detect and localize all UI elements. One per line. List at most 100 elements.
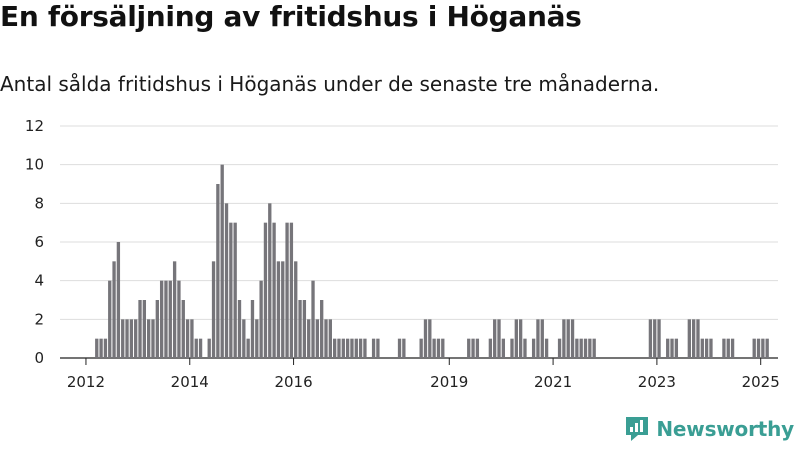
data-label: 1 [771,110,781,114]
bar [402,338,406,358]
bar [423,319,428,358]
bar [224,203,229,358]
brand-name: Newsworthy [656,417,794,441]
bar [363,338,367,358]
bar [302,300,307,358]
y-tick-label: 4 [34,272,44,290]
y-tick-label: 12 [25,117,44,135]
chart-subtitle: Antal sålda fritidshus i Höganäs under d… [0,72,660,96]
bar [765,338,769,358]
x-axis: 2012 2014 2016 2019 2021 2023 2025 [67,358,780,391]
bar [268,203,272,358]
bar [666,338,670,358]
bar [289,222,294,358]
bar [488,338,493,358]
bar [138,300,142,358]
bar [709,338,713,358]
bar [181,300,185,358]
bar [112,261,116,358]
bar [332,338,337,358]
bar [263,222,268,358]
bar [436,338,441,358]
bar [341,338,345,358]
bar [575,338,579,358]
bar [147,319,151,358]
x-tick-label: 2025 [742,373,780,391]
bar [281,261,285,358]
bar [185,319,190,358]
bar [726,338,730,358]
bar [315,319,320,358]
bar [285,222,289,358]
bar [350,338,354,358]
bar [220,164,224,358]
bar-chart: 0 2 4 6 8 10 12 2012 2014 2016 2019 2021 2023 2025 1 [25,110,781,391]
bar [246,338,250,358]
bar [376,338,380,358]
bar [164,280,168,358]
bar [523,338,527,358]
bar [493,319,497,358]
bar [657,319,661,358]
bar [419,338,423,358]
bar [557,338,562,358]
bar [307,319,311,358]
bar [337,338,341,358]
bar [190,319,194,358]
bar [700,338,704,358]
bar [276,261,281,358]
bar [653,319,657,358]
bar [428,319,432,358]
bar [358,338,363,358]
bar [255,319,259,358]
y-tick-label: 8 [34,194,44,212]
x-tick-label: 2021 [534,373,572,391]
bar [756,338,761,358]
bar [345,338,350,358]
bar [674,338,679,358]
bar [562,319,566,358]
bar [514,319,518,358]
bar [696,319,700,358]
x-tick-label: 2023 [638,373,676,391]
bar [121,319,125,358]
bar [497,319,501,358]
bar [311,280,315,358]
bar [294,261,298,358]
bar [237,300,242,358]
bar [229,222,233,358]
bar [579,338,583,358]
bar [194,338,198,358]
bar [142,300,147,358]
x-tick-label: 2016 [274,373,312,391]
bar [510,338,514,358]
bar [250,300,255,358]
bar [259,280,263,358]
y-tick-label: 10 [25,156,44,174]
bar [211,261,216,358]
bar [108,280,112,358]
bar [432,338,436,358]
bar [583,338,588,358]
bar [704,338,709,358]
bar [298,300,302,358]
bar [324,319,328,358]
bar [540,319,544,358]
bar [354,338,358,358]
bar [99,338,103,358]
y-tick-label: 0 [34,349,44,367]
bar [691,319,696,358]
bar [471,338,475,358]
bar [536,319,540,358]
bar [687,319,691,358]
bar [320,300,324,358]
bar [198,338,203,358]
y-axis-labels: 0 2 4 6 8 10 12 [25,117,44,367]
bar [566,319,570,358]
bar [475,338,480,358]
bar [397,338,402,358]
bar [116,242,121,358]
newsworthy-brand: Newsworthy [624,414,794,444]
bar [216,184,220,358]
chart-title: En försäljning av fritidshus i Höganäs [0,0,582,33]
